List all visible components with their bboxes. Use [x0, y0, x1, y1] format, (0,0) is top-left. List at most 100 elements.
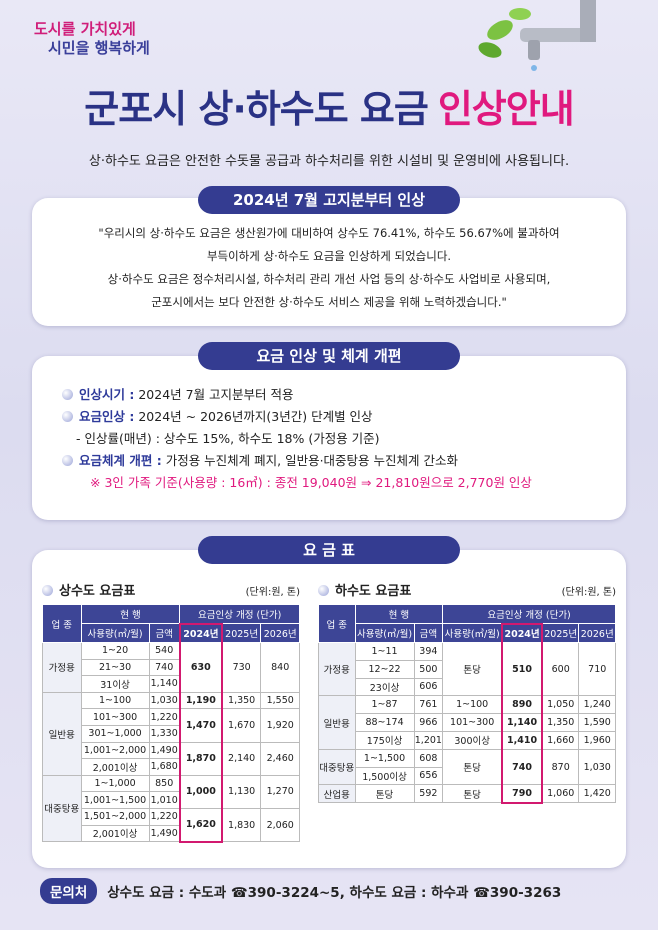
table-row: 101~300 1,220 1,470 1,670 1,920	[43, 708, 300, 743]
rate-cell: 1,420	[578, 784, 616, 804]
rate-cell: 1,960	[578, 730, 616, 750]
usage-cell: 톤당	[354, 784, 415, 804]
notice-line: 군포시에서는 보다 안전한 상·하수도 서비스 제공을 위해 노력하겠습니다."	[151, 295, 507, 309]
amount-cell: 500	[413, 659, 444, 679]
rate-cell: 630	[178, 642, 223, 693]
category-cell: 가정용	[42, 642, 82, 693]
usage-cell: 1,501~2,000	[80, 807, 150, 826]
reform-item: 인상시기 : 2024년 7월 고지분부터 적용	[62, 384, 626, 406]
notice-header: 2024년 7월 고지분부터 인상	[198, 186, 460, 214]
category-cell: 산업용	[318, 784, 356, 804]
usage-cell: 175이상	[354, 730, 415, 750]
amount-cell: 740	[148, 658, 181, 677]
new-usage-cell: 톤당	[442, 641, 503, 697]
table-row: 대중탕용 1~1,500 608 톤당 740 870 1,030	[318, 748, 616, 786]
amount-cell: 606	[413, 677, 444, 697]
title-main: 군포시 상·하수도 요금	[84, 87, 429, 131]
usage-cell: 1~1,000	[80, 774, 150, 793]
rate-cell: 1,550	[260, 691, 300, 710]
header-cell: 2026년	[260, 623, 300, 643]
contact-label: 문의처	[40, 878, 98, 904]
table-row: 1,001~2,000 1,490 1,870 2,140 2,460	[43, 741, 300, 776]
rate-cell: 730	[221, 642, 262, 693]
header-cell: 사용량(㎥/월)	[354, 623, 415, 643]
reform-text: 2024년 ~ 2026년까지(3년간) 단계별 인상	[138, 409, 373, 424]
sewer-heading: 하수도 요금표 (단위:원, 톤)	[318, 580, 616, 599]
notice-line: "우리시의 상·하수도 요금은 생산원가에 대비하여 상수도 76.41%, 하…	[98, 226, 560, 240]
slogan: 도시를 가치있게 시민을 행복하게	[34, 20, 150, 58]
water-heading: 상수도 요금표 (단위:원, 톤)	[42, 580, 300, 599]
usage-cell: 1~11	[354, 642, 415, 661]
category-cell: 대중탕용	[318, 748, 356, 786]
amount-cell: 656	[413, 766, 444, 786]
rate-cell: 600	[541, 641, 580, 697]
usage-cell: 1~1,500	[354, 748, 415, 768]
amount-cell: 1,220	[148, 708, 181, 726]
rate-cell: 1,130	[221, 774, 262, 809]
header-cell: 2024년	[178, 622, 223, 643]
usage-cell: 23이상	[354, 677, 415, 697]
notice-line: 부득이하게 상·하수도 요금을 인상하게 되었습니다.	[206, 249, 452, 263]
reform-text: 가정용 누진체계 폐지, 일반용·대중탕용 누진체계 간소화	[165, 453, 459, 468]
header-cell: 금액	[413, 623, 444, 643]
usage-cell: 2,001이상	[80, 824, 150, 843]
table-row: 31이상 1,140	[43, 675, 300, 693]
rate-cell: 1,350	[221, 691, 262, 710]
amount-cell: 1,201	[413, 730, 444, 750]
amount-cell: 394	[413, 642, 444, 661]
rate-cell: 1,030	[578, 748, 616, 786]
header-row: 사용량(㎥/월) 금액 사용량(㎥/월) 2024년 2025년 2026년	[319, 622, 616, 643]
usage-cell: 12~22	[354, 659, 415, 679]
notice-line: 상·하수도 요금은 정수처리시설, 하수처리 관리 개선 사업 등의 상·하수도…	[107, 272, 551, 286]
rate-cell: 1,620	[178, 807, 223, 843]
header-cell: 사용량(㎥/월)	[80, 623, 150, 643]
rate-cell: 790	[501, 784, 543, 804]
rate-cell: 1,050	[541, 695, 580, 715]
usage-cell: 301~1,000	[80, 724, 150, 743]
usage-cell: 21~30	[80, 658, 150, 677]
rate-cell: 1,590	[578, 713, 616, 732]
rate-cell: 740	[501, 748, 543, 786]
table-title: 하수도 요금표	[318, 580, 411, 599]
table-unit: (단위:원, 톤)	[561, 587, 616, 598]
category-cell: 가정용	[318, 641, 356, 697]
contact: 문의처 상수도 요금 : 수도과 ☎390-3224~5, 하수도 요금 : 하수…	[40, 878, 561, 904]
usage-cell: 1~87	[354, 695, 415, 715]
rate-cell: 1,670	[221, 708, 262, 743]
title: 군포시 상·하수도 요금 인상안내	[0, 78, 658, 133]
header-cell: 사용량(㎥/월)	[442, 623, 503, 643]
new-usage-cell: 톤당	[442, 748, 503, 786]
table-row: 23이상 606	[319, 677, 616, 697]
faucet-illustration	[478, 0, 596, 71]
rate-cell: 2,060	[260, 807, 300, 843]
amount-cell: 966	[413, 713, 444, 732]
reform-label: 요금인상 :	[79, 409, 135, 424]
reform-item: 요금체계 개편 : 가정용 누진체계 폐지, 일반용·대중탕용 누진체계 간소화	[62, 450, 626, 472]
reform-item: 요금인상 : 2024년 ~ 2026년까지(3년간) 단계별 인상	[62, 406, 626, 428]
header-cell: 요금인상 개정 (단가)	[179, 604, 300, 624]
table-row: 2,001이상 1,490	[43, 824, 300, 843]
table-row: 12~22 500	[319, 659, 616, 679]
rate-cell: 510	[501, 641, 543, 697]
header-cell: 2024년	[501, 622, 543, 643]
amount-cell: 1,490	[148, 824, 181, 843]
table-row: 가정용 1~20 540 630 730 840	[42, 642, 300, 693]
header-cell: 금액	[148, 623, 181, 643]
rate-cell: 840	[260, 642, 300, 693]
rate-cell: 1,350	[541, 713, 580, 732]
new-usage-cell: 300이상	[442, 730, 503, 750]
table-row: 대중탕용 1~1,000 850 1,000 1,130 1,270	[42, 774, 300, 843]
table-row: 88~174 966 101~300 1,140 1,350 1,590	[319, 713, 616, 732]
rate-cell: 890	[501, 695, 543, 715]
rate-cell: 1,410	[501, 730, 543, 750]
header-row: 사용량(㎥/월) 금액 2024년 2025년 2026년	[43, 622, 300, 643]
reform-header: 요금 인상 및 체계 개편	[198, 342, 460, 370]
table-title-text: 상수도 요금표	[59, 584, 136, 599]
rate-cell: 1,240	[578, 695, 616, 715]
table-row: 2,001이상 1,680	[43, 758, 300, 776]
